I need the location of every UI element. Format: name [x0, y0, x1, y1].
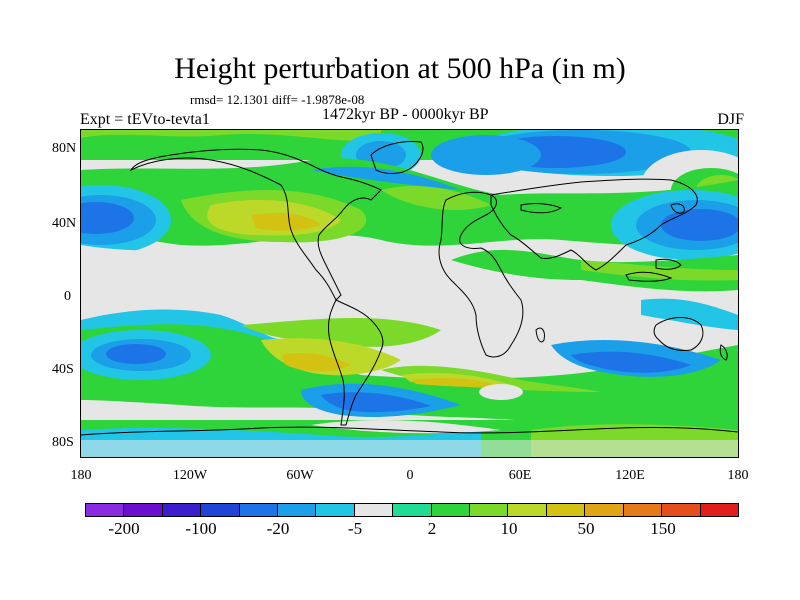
contour-fill-south — [81, 318, 738, 433]
colorbar-label-neg100: -100 — [185, 519, 217, 538]
contour-fill-north — [81, 130, 738, 220]
lon-label-180w: 180 — [70, 468, 92, 483]
colorbar-cell — [354, 504, 394, 516]
colorbar-cell — [508, 504, 547, 516]
period-label: 1472kyr BP - 0000kyr BP — [322, 106, 489, 123]
colorbar-cell — [546, 504, 586, 516]
lon-label-180e: 180 — [727, 468, 749, 483]
colorbar-cell — [700, 504, 738, 516]
colorbar-cell — [662, 504, 701, 516]
colorbar-label-neg5: -5 — [347, 519, 363, 538]
colorbar-cell — [431, 504, 471, 516]
colorbar-cell — [278, 504, 317, 516]
colorbar-cell — [316, 504, 355, 516]
map-panel — [80, 129, 739, 458]
colorbar-label-150: 150 — [650, 519, 676, 538]
lat-label-0: 0 — [64, 289, 71, 304]
lon-label-120e: 120E — [615, 468, 645, 483]
coastlines — [81, 141, 738, 436]
colorbar-cell — [393, 504, 432, 516]
colorbar-label-neg200: -200 — [108, 519, 140, 538]
colorbar-cell — [623, 504, 663, 516]
colorbar-cell — [124, 504, 163, 516]
lon-label-0: 0 — [406, 468, 414, 483]
lat-label-40n: 40N — [52, 216, 77, 231]
colorbar-cell — [201, 504, 240, 516]
lon-label-60e: 60E — [508, 468, 532, 483]
lon-label-60w: 60W — [286, 468, 314, 483]
colorbar-label-50: 50 — [577, 519, 595, 538]
rmsd-stats: rmsd= 12.1301 diff= -1.9878e-08 — [190, 92, 365, 107]
contour-fill-north-midlat — [81, 158, 738, 260]
experiment-label: Expt = tEVto-tevta1 — [80, 111, 210, 128]
colorbar-cell — [239, 504, 279, 516]
colorbar-label-2: 2 — [427, 519, 437, 538]
colorbar-label-10: 10 — [500, 519, 518, 538]
lon-label-120w: 120W — [172, 468, 208, 483]
contour-map — [81, 130, 738, 457]
colorbar-label-neg20: -20 — [266, 519, 290, 538]
colorbar-cell — [470, 504, 509, 516]
colorbar-cell — [162, 504, 202, 516]
colorbar-cell — [585, 504, 624, 516]
season-label: DJF — [717, 111, 744, 128]
lat-label-40s: 40S — [52, 362, 74, 377]
plot-title: Height perturbation at 500 hPa (in m) — [174, 52, 626, 85]
contour-fill-antarctic — [81, 420, 738, 457]
lat-label-80n: 80N — [52, 141, 77, 156]
colorbar — [85, 503, 739, 517]
colorbar-cell — [86, 504, 125, 516]
lat-label-80s: 80S — [52, 435, 74, 450]
